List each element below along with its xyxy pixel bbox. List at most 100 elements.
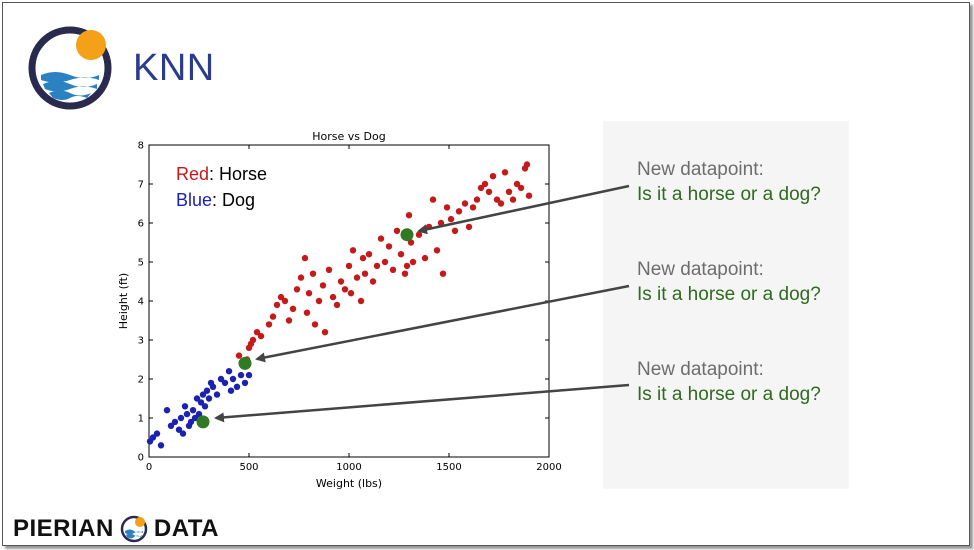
dog-point — [237, 371, 245, 379]
callout-panel — [603, 121, 849, 489]
horse-point — [451, 227, 459, 234]
brand-right: DATA — [153, 515, 219, 542]
horse-point — [481, 180, 489, 188]
callout-2: New datapoint: Is it a horse or a dog? — [637, 257, 821, 307]
arrow-1 — [417, 184, 630, 235]
horse-point — [381, 258, 389, 266]
dog-point — [241, 379, 249, 387]
y-tick-label: 7 — [138, 180, 144, 191]
horse-point — [525, 192, 533, 199]
horse-point — [497, 200, 505, 207]
horse-point — [433, 247, 441, 254]
dog-point — [179, 430, 187, 437]
legend-horse-color: Red — [176, 164, 209, 184]
horse-point — [361, 270, 369, 277]
horse-point — [465, 223, 473, 231]
horse-point — [489, 173, 497, 180]
callout-1-heading: New datapoint: — [637, 159, 764, 180]
chart-title: Horse vs Dog — [312, 130, 385, 143]
horse-point — [297, 274, 305, 281]
callout-3-question: Is it a horse or a dog? — [637, 384, 821, 405]
horse-point — [359, 254, 367, 262]
legend-dog: Blue: Dog — [176, 190, 255, 210]
legend-horse-label: : Horse — [209, 164, 267, 184]
y-axis-label: Height (ft) — [117, 273, 130, 329]
dog-point — [227, 387, 235, 394]
horse-point — [281, 297, 289, 305]
dog-point — [183, 410, 191, 418]
dog-point — [187, 418, 195, 426]
new-datapoint-point — [400, 228, 414, 242]
dog-point — [201, 403, 209, 410]
legend-dog-label: : Dog — [212, 190, 255, 210]
y-tick-label: 5 — [138, 258, 144, 269]
horse-point — [469, 204, 477, 211]
y-tick-label: 3 — [138, 336, 144, 347]
dog-point — [167, 422, 175, 429]
horse-point — [407, 239, 415, 246]
callout-3-heading: New datapoint: — [637, 359, 764, 380]
horse-point — [509, 196, 517, 203]
dog-point — [193, 395, 201, 402]
dog-point — [195, 410, 203, 418]
horse-point — [319, 282, 327, 289]
horse-point — [337, 278, 345, 285]
dog-point — [229, 375, 237, 383]
x-tick-label: 1500 — [436, 462, 461, 473]
y-tick-label: 0 — [138, 453, 144, 464]
y-tick-label: 4 — [138, 297, 144, 308]
horse-point — [477, 184, 485, 192]
horse-point — [369, 278, 377, 285]
callout-2-question: Is it a horse or a dog? — [637, 284, 821, 305]
dog-point — [189, 407, 197, 414]
callout-arrows — [214, 184, 630, 423]
horse-point — [365, 251, 373, 258]
horse-point — [235, 352, 243, 359]
horse-point — [305, 290, 313, 297]
horse-point — [473, 196, 481, 203]
horse-point — [461, 200, 469, 207]
arrow-3 — [214, 383, 630, 423]
horse-point — [377, 235, 385, 242]
dog-point — [171, 418, 179, 426]
plot-frame — [148, 144, 550, 458]
dog-point — [157, 442, 165, 449]
callout-2-heading: New datapoint: — [637, 259, 764, 280]
y-tick-label: 8 — [138, 141, 144, 152]
legend-dog-color: Blue — [176, 190, 212, 210]
horse-point — [443, 204, 451, 211]
horse-point — [329, 293, 337, 301]
horse-point — [303, 309, 311, 316]
footer-brand: PIERIAN DATA — [13, 515, 219, 543]
brand-mark-icon — [120, 515, 148, 543]
horse-point — [341, 286, 349, 293]
horse-point — [455, 208, 463, 215]
scatter-chart: Horse vs Dog Weight (lbs) Height (ft) Re… — [103, 123, 573, 498]
dog-point — [181, 403, 189, 410]
horse-point — [385, 243, 393, 250]
dog-point — [225, 368, 233, 375]
horse-point — [357, 297, 365, 305]
horse-point — [285, 317, 293, 324]
horse-point — [349, 247, 357, 254]
horse-point — [397, 251, 405, 258]
new-datapoint-point — [196, 415, 210, 429]
horse-point — [301, 254, 309, 262]
horse-point — [333, 301, 341, 309]
horse-point — [493, 196, 501, 203]
dog-point — [209, 383, 217, 390]
dog-point — [175, 426, 183, 433]
horse-point — [321, 329, 329, 336]
horse-point — [437, 219, 445, 227]
x-tick-label: 1000 — [336, 462, 361, 473]
horse-point — [523, 161, 531, 168]
horse-point — [273, 301, 281, 309]
horse-point — [447, 215, 455, 223]
horse-point — [373, 262, 381, 270]
x-tick-label: 0 — [146, 462, 152, 473]
horse-point — [293, 286, 301, 293]
dog-point — [191, 414, 199, 422]
dog-point — [149, 434, 157, 441]
horse-point — [389, 266, 397, 273]
